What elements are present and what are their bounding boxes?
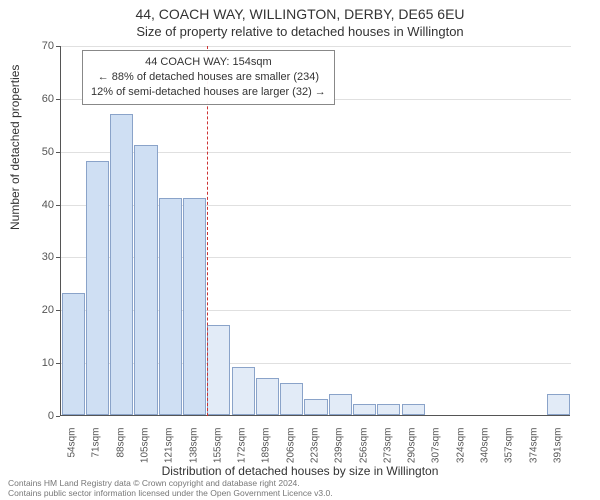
histogram-bar: [256, 378, 279, 415]
y-tick-mark: [56, 257, 60, 258]
chart-title-line1: 44, COACH WAY, WILLINGTON, DERBY, DE65 6…: [0, 6, 600, 22]
annotation-line1: 44 COACH WAY: 154sqm: [91, 55, 326, 70]
histogram-bar: [207, 325, 230, 415]
histogram-bar: [377, 404, 400, 415]
y-tick-mark: [56, 46, 60, 47]
histogram-bar: [134, 145, 157, 415]
footer-line2: Contains public sector information licen…: [8, 488, 333, 498]
histogram-bar: [232, 367, 255, 415]
histogram-bar: [329, 394, 352, 415]
footer-line1: Contains HM Land Registry data © Crown c…: [8, 478, 333, 488]
y-tick-mark: [56, 363, 60, 364]
histogram-bar: [86, 161, 109, 415]
chart-title-line2: Size of property relative to detached ho…: [0, 24, 600, 39]
histogram-bar: [183, 198, 206, 415]
chart-container: 44, COACH WAY, WILLINGTON, DERBY, DE65 6…: [0, 0, 600, 500]
y-tick-label: 30: [14, 251, 54, 263]
y-tick-label: 20: [14, 304, 54, 316]
footer-attribution: Contains HM Land Registry data © Crown c…: [8, 478, 333, 498]
y-tick-mark: [56, 205, 60, 206]
y-tick-label: 50: [14, 146, 54, 158]
y-tick-label: 70: [14, 40, 54, 52]
histogram-bar: [353, 404, 376, 415]
gridline: [61, 46, 571, 47]
histogram-bar: [402, 404, 425, 415]
y-tick-mark: [56, 416, 60, 417]
annotation-box: 44 COACH WAY: 154sqm ← 88% of detached h…: [82, 50, 335, 105]
histogram-bar: [159, 198, 182, 415]
y-tick-label: 60: [14, 93, 54, 105]
y-tick-label: 10: [14, 357, 54, 369]
y-tick-label: 40: [14, 199, 54, 211]
histogram-bar: [62, 293, 85, 415]
y-tick-label: 0: [14, 410, 54, 422]
y-tick-mark: [56, 152, 60, 153]
histogram-bar: [304, 399, 327, 415]
y-tick-mark: [56, 99, 60, 100]
histogram-bar: [547, 394, 570, 415]
annotation-line2: ← 88% of detached houses are smaller (23…: [91, 70, 326, 85]
histogram-bar: [110, 114, 133, 415]
y-tick-mark: [56, 310, 60, 311]
annotation-line3: 12% of semi-detached houses are larger (…: [91, 85, 326, 100]
histogram-bar: [280, 383, 303, 415]
x-axis-title: Distribution of detached houses by size …: [0, 464, 600, 478]
